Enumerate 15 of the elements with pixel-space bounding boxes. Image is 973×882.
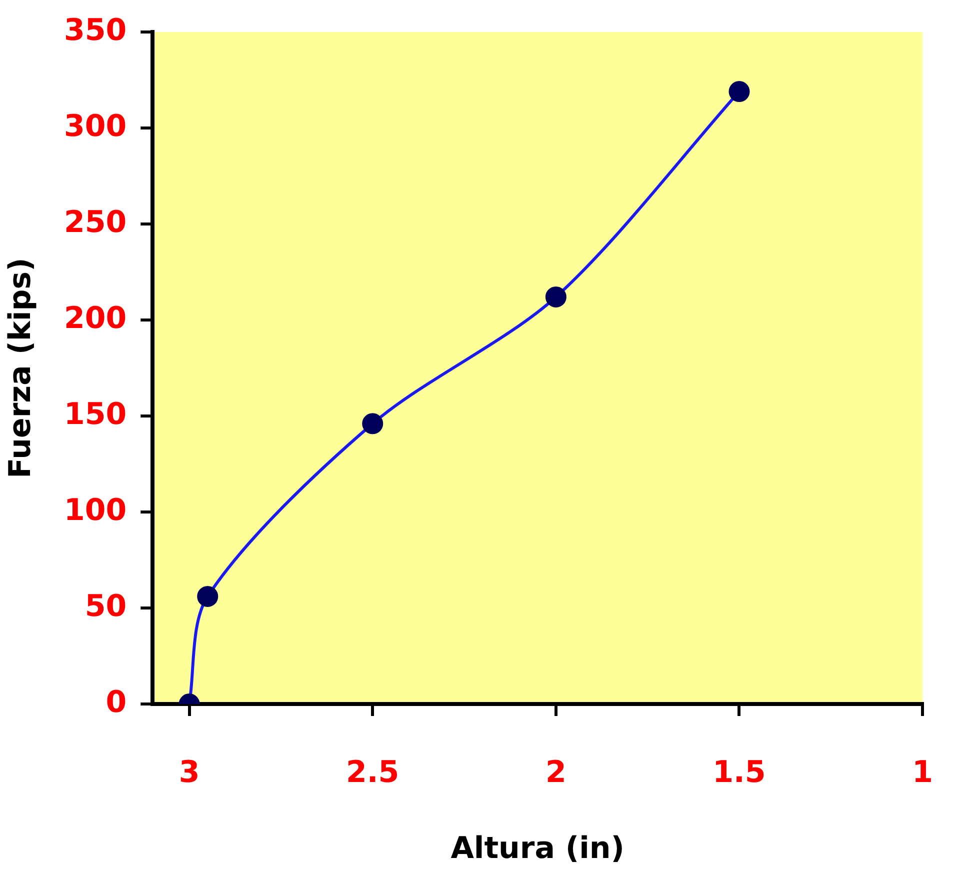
x-tick-label: 1	[912, 754, 933, 790]
y-tick-label: 0	[106, 684, 127, 720]
x-tick-label: 2.5	[346, 754, 400, 790]
x-tick-label: 2	[545, 754, 566, 790]
y-tick-label: 250	[64, 204, 127, 240]
y-tick-label: 300	[64, 108, 127, 144]
y-tick-label: 200	[64, 300, 127, 336]
y-axis-title: Fuerza (kips)	[2, 258, 38, 478]
x-tick-label: 1.5	[712, 754, 766, 790]
y-tick-label: 150	[64, 396, 127, 432]
y-tick-label: 50	[84, 588, 127, 624]
x-tick-label: 3	[178, 754, 200, 790]
y-tick-label: 100	[64, 492, 127, 528]
x-axis-title: Altura (in)	[450, 830, 624, 866]
y-tick-label: 350	[64, 12, 127, 48]
